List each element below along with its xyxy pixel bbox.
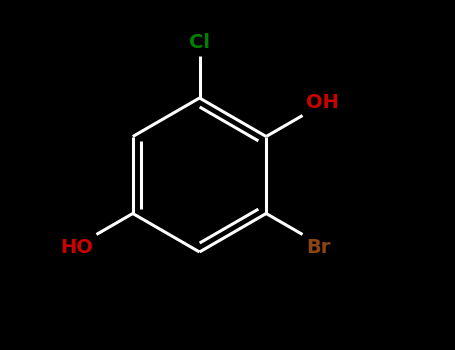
Text: Cl: Cl [189,34,210,52]
Text: Br: Br [306,238,330,257]
Text: OH: OH [306,93,339,112]
Text: HO: HO [60,238,93,257]
